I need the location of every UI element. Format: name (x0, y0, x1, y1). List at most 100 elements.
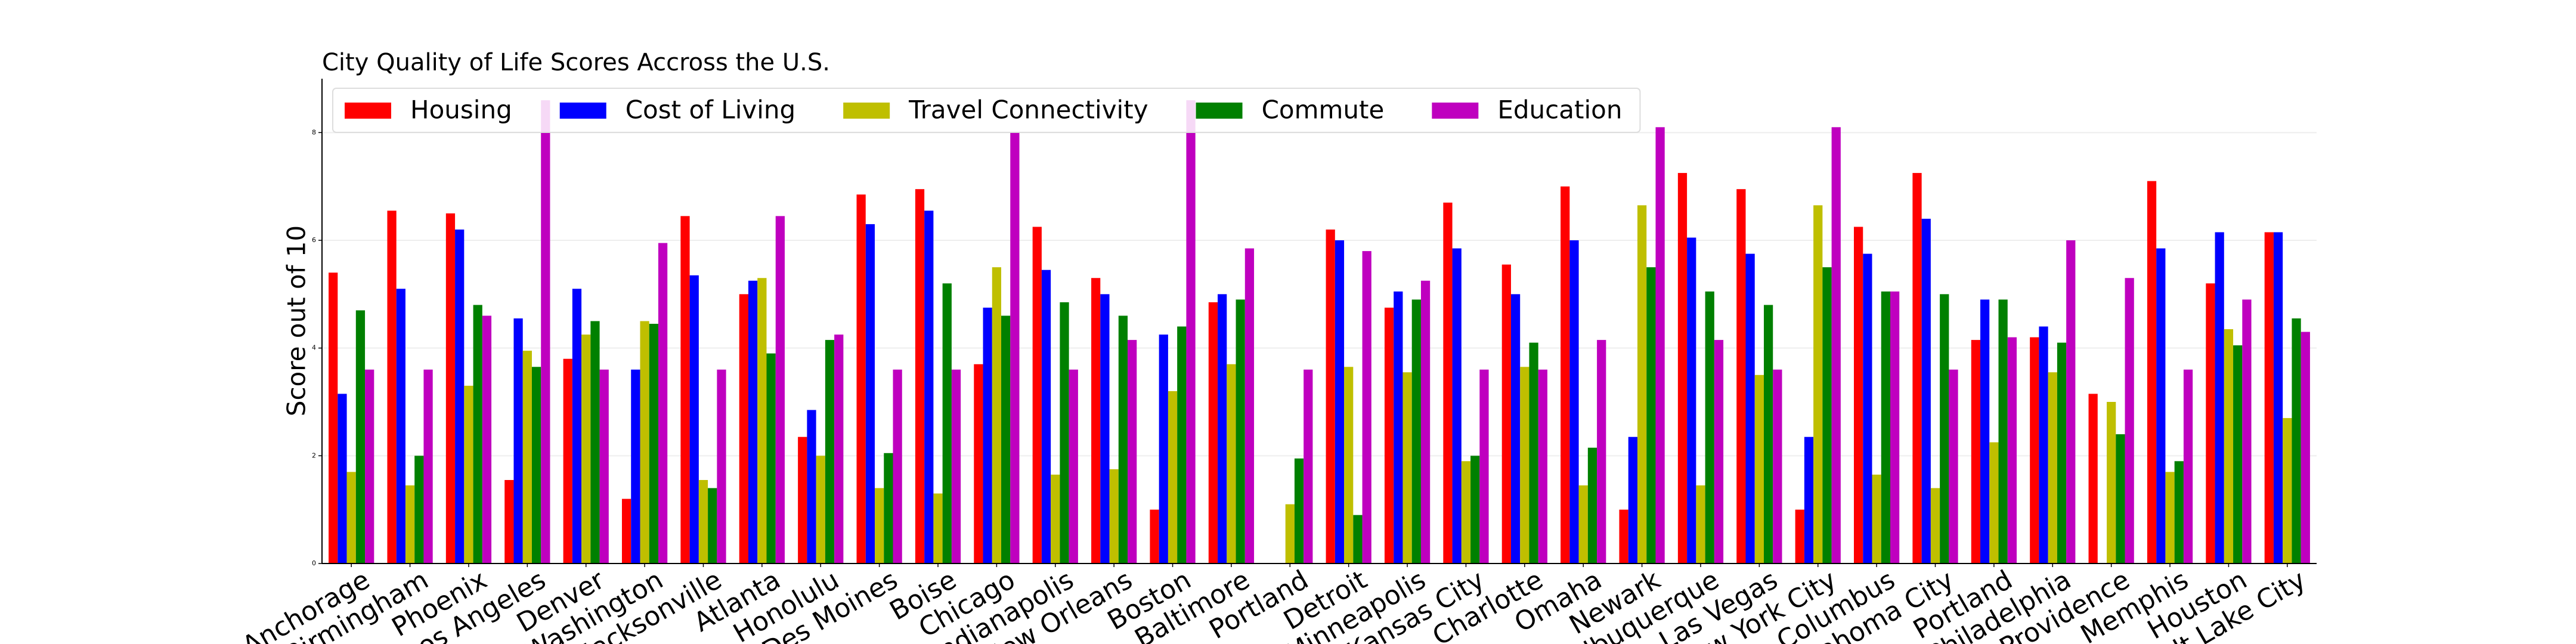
bar (816, 456, 825, 564)
bar (1795, 509, 1804, 564)
bar (1032, 227, 1042, 564)
bar (2273, 232, 2283, 564)
bar (1150, 509, 1159, 564)
bar (1822, 267, 1832, 564)
bar (329, 273, 338, 564)
bar (1501, 264, 1511, 564)
bar (1091, 278, 1101, 564)
bar (1041, 270, 1051, 564)
bar (1804, 436, 1814, 564)
legend-swatch (843, 103, 890, 119)
bar (1010, 132, 1020, 564)
bar (924, 210, 934, 564)
bar (1461, 461, 1471, 564)
legend-swatch (1432, 103, 1479, 119)
bar (1705, 291, 1714, 564)
bar (2039, 326, 2048, 564)
bar (541, 100, 550, 564)
legend-swatch (1196, 103, 1243, 119)
bar (2165, 472, 2175, 564)
bar (2264, 232, 2274, 564)
bar (717, 369, 726, 564)
bar (865, 224, 875, 564)
bar (1326, 229, 1335, 564)
bar (1813, 205, 1823, 564)
y-axis-label: Score out of 10 (282, 225, 311, 416)
bar (445, 213, 456, 564)
bar (825, 340, 835, 564)
bar (581, 335, 591, 564)
bar (2215, 232, 2224, 564)
legend: Housing Cost of Living Travel Connectivity… (332, 88, 1641, 133)
y-tick-label: 0 (312, 559, 316, 567)
bar (1597, 340, 1606, 564)
bar (621, 499, 631, 564)
bar (1538, 369, 1547, 564)
bar (1890, 291, 1900, 564)
bar (1529, 342, 1538, 564)
bar (1587, 447, 1597, 564)
bar (2292, 318, 2301, 564)
bar (2233, 345, 2243, 564)
legend-swatch (345, 103, 391, 119)
bar (387, 210, 397, 564)
bar (1863, 253, 1872, 564)
bar (1646, 267, 1656, 564)
bar (1001, 315, 1011, 564)
bar (1655, 127, 1665, 564)
bar (513, 318, 523, 564)
legend-label: Education (1497, 95, 1622, 125)
chart-title: City Quality of Life Scores Accross the … (322, 49, 830, 76)
bar (942, 283, 952, 564)
bar (2301, 332, 2310, 564)
bar (1696, 485, 1705, 564)
bar (1051, 474, 1060, 564)
bar (1479, 369, 1489, 564)
bar (893, 369, 902, 564)
bar (1470, 456, 1480, 564)
bar (2125, 278, 2134, 564)
bar (698, 479, 708, 564)
bar (1411, 299, 1421, 564)
bar (1177, 326, 1187, 564)
bar (2116, 434, 2125, 564)
bar (1998, 299, 2008, 564)
y-tick-label: 4 (312, 344, 316, 352)
bar (933, 493, 943, 564)
bar (2242, 299, 2252, 564)
bar (2048, 372, 2057, 564)
bar (1831, 127, 1841, 564)
bar (1452, 248, 1462, 564)
bar (2183, 369, 2193, 564)
bar (1763, 305, 1773, 564)
bar (531, 367, 541, 564)
bar (631, 369, 640, 564)
bar (1520, 367, 1530, 564)
bar (2057, 342, 2067, 564)
bar (473, 305, 482, 564)
bar (2007, 337, 2017, 564)
bar (2224, 329, 2234, 564)
bar (766, 353, 776, 564)
bar (807, 410, 816, 564)
bar (599, 369, 609, 564)
bar (1714, 340, 1724, 564)
bar (1443, 202, 1453, 564)
bar (1420, 280, 1431, 564)
bar (834, 335, 844, 564)
bar (2147, 181, 2157, 564)
bar (856, 194, 866, 564)
bar (1244, 248, 1255, 564)
bar (1980, 299, 1990, 564)
legend-label: Commute (1262, 95, 1385, 125)
bar (1168, 391, 1178, 564)
bar (884, 453, 893, 564)
bar (1578, 485, 1588, 564)
bar (1159, 335, 1168, 564)
bar (680, 216, 690, 564)
bar (2107, 402, 2116, 564)
bar (974, 364, 983, 564)
bar (1384, 307, 1394, 564)
bar (1402, 372, 1412, 564)
